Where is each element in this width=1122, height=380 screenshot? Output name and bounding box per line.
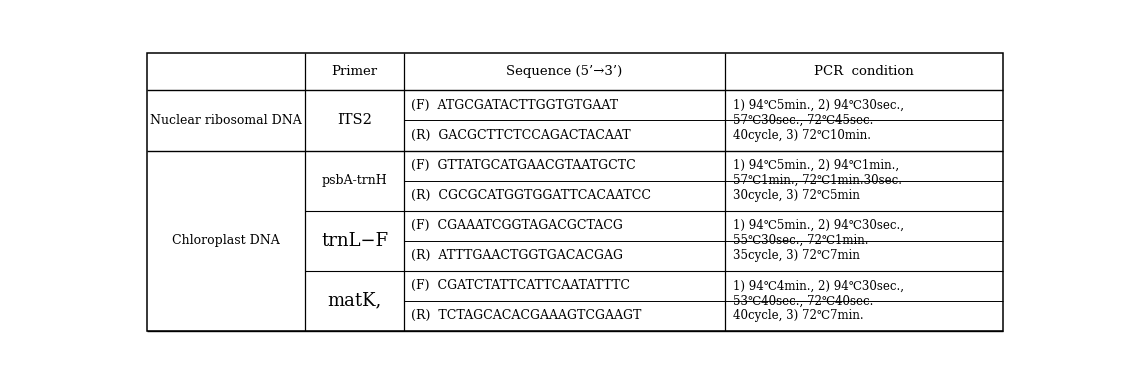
Text: (F)  CGAAATCGGTAGACGCTACG: (F) CGAAATCGGTAGACGCTACG [411,219,623,232]
Text: 1) 94℃5min., 2) 94℃1min.,
57℃1min., 72℃1min.30sec.
30cycle, 3) 72℃5min: 1) 94℃5min., 2) 94℃1min., 57℃1min., 72℃1… [734,159,902,202]
Text: matK,: matK, [328,292,381,310]
Text: 1) 94℃5min., 2) 94℃30sec.,
57℃30sec., 72℃45sec.
40cycle, 3) 72℃10min.: 1) 94℃5min., 2) 94℃30sec., 57℃30sec., 72… [734,99,904,142]
Text: (R)  TCTAGCACACGAAAGTCGAAGT: (R) TCTAGCACACGAAAGTCGAAGT [411,309,642,322]
Text: (F)  GTTATGCATGAACGTAATGCTC: (F) GTTATGCATGAACGTAATGCTC [411,159,635,172]
Text: trnL−F: trnL−F [321,232,388,250]
Text: Chloroplast DNA: Chloroplast DNA [173,234,280,247]
Text: (F)  CGATCTATTCATTCAATATTTC: (F) CGATCTATTCATTCAATATTTC [411,279,629,292]
Text: ITS2: ITS2 [338,114,373,128]
Text: 1) 94℃5min., 2) 94℃30sec.,
55℃30sec., 72℃1min.
35cycle, 3) 72℃7min: 1) 94℃5min., 2) 94℃30sec., 55℃30sec., 72… [734,219,904,262]
Text: PCR  condition: PCR condition [813,65,913,78]
Text: (F)  ATGCGATACTTGGTGTGAAT: (F) ATGCGATACTTGGTGTGAAT [411,99,618,112]
Text: psbA-trnH: psbA-trnH [322,174,387,187]
Text: Sequence (5’→3’): Sequence (5’→3’) [506,65,623,78]
Text: 1) 94℃4min., 2) 94℃30sec.,
53℃40sec., 72℃40sec.
40cycle, 3) 72℃7min.: 1) 94℃4min., 2) 94℃30sec., 53℃40sec., 72… [734,279,904,322]
Text: Nuclear ribosomal DNA: Nuclear ribosomal DNA [150,114,302,127]
Text: Primer: Primer [332,65,378,78]
Text: (R)  CGCGCATGGTGGATTCACAATCC: (R) CGCGCATGGTGGATTCACAATCC [411,189,651,202]
Text: (R)  GACGCTTCTCCAGACTACAAT: (R) GACGCTTCTCCAGACTACAAT [411,129,631,142]
Text: (R)  ATTTGAACTGGTGACACGAG: (R) ATTTGAACTGGTGACACGAG [411,249,623,262]
